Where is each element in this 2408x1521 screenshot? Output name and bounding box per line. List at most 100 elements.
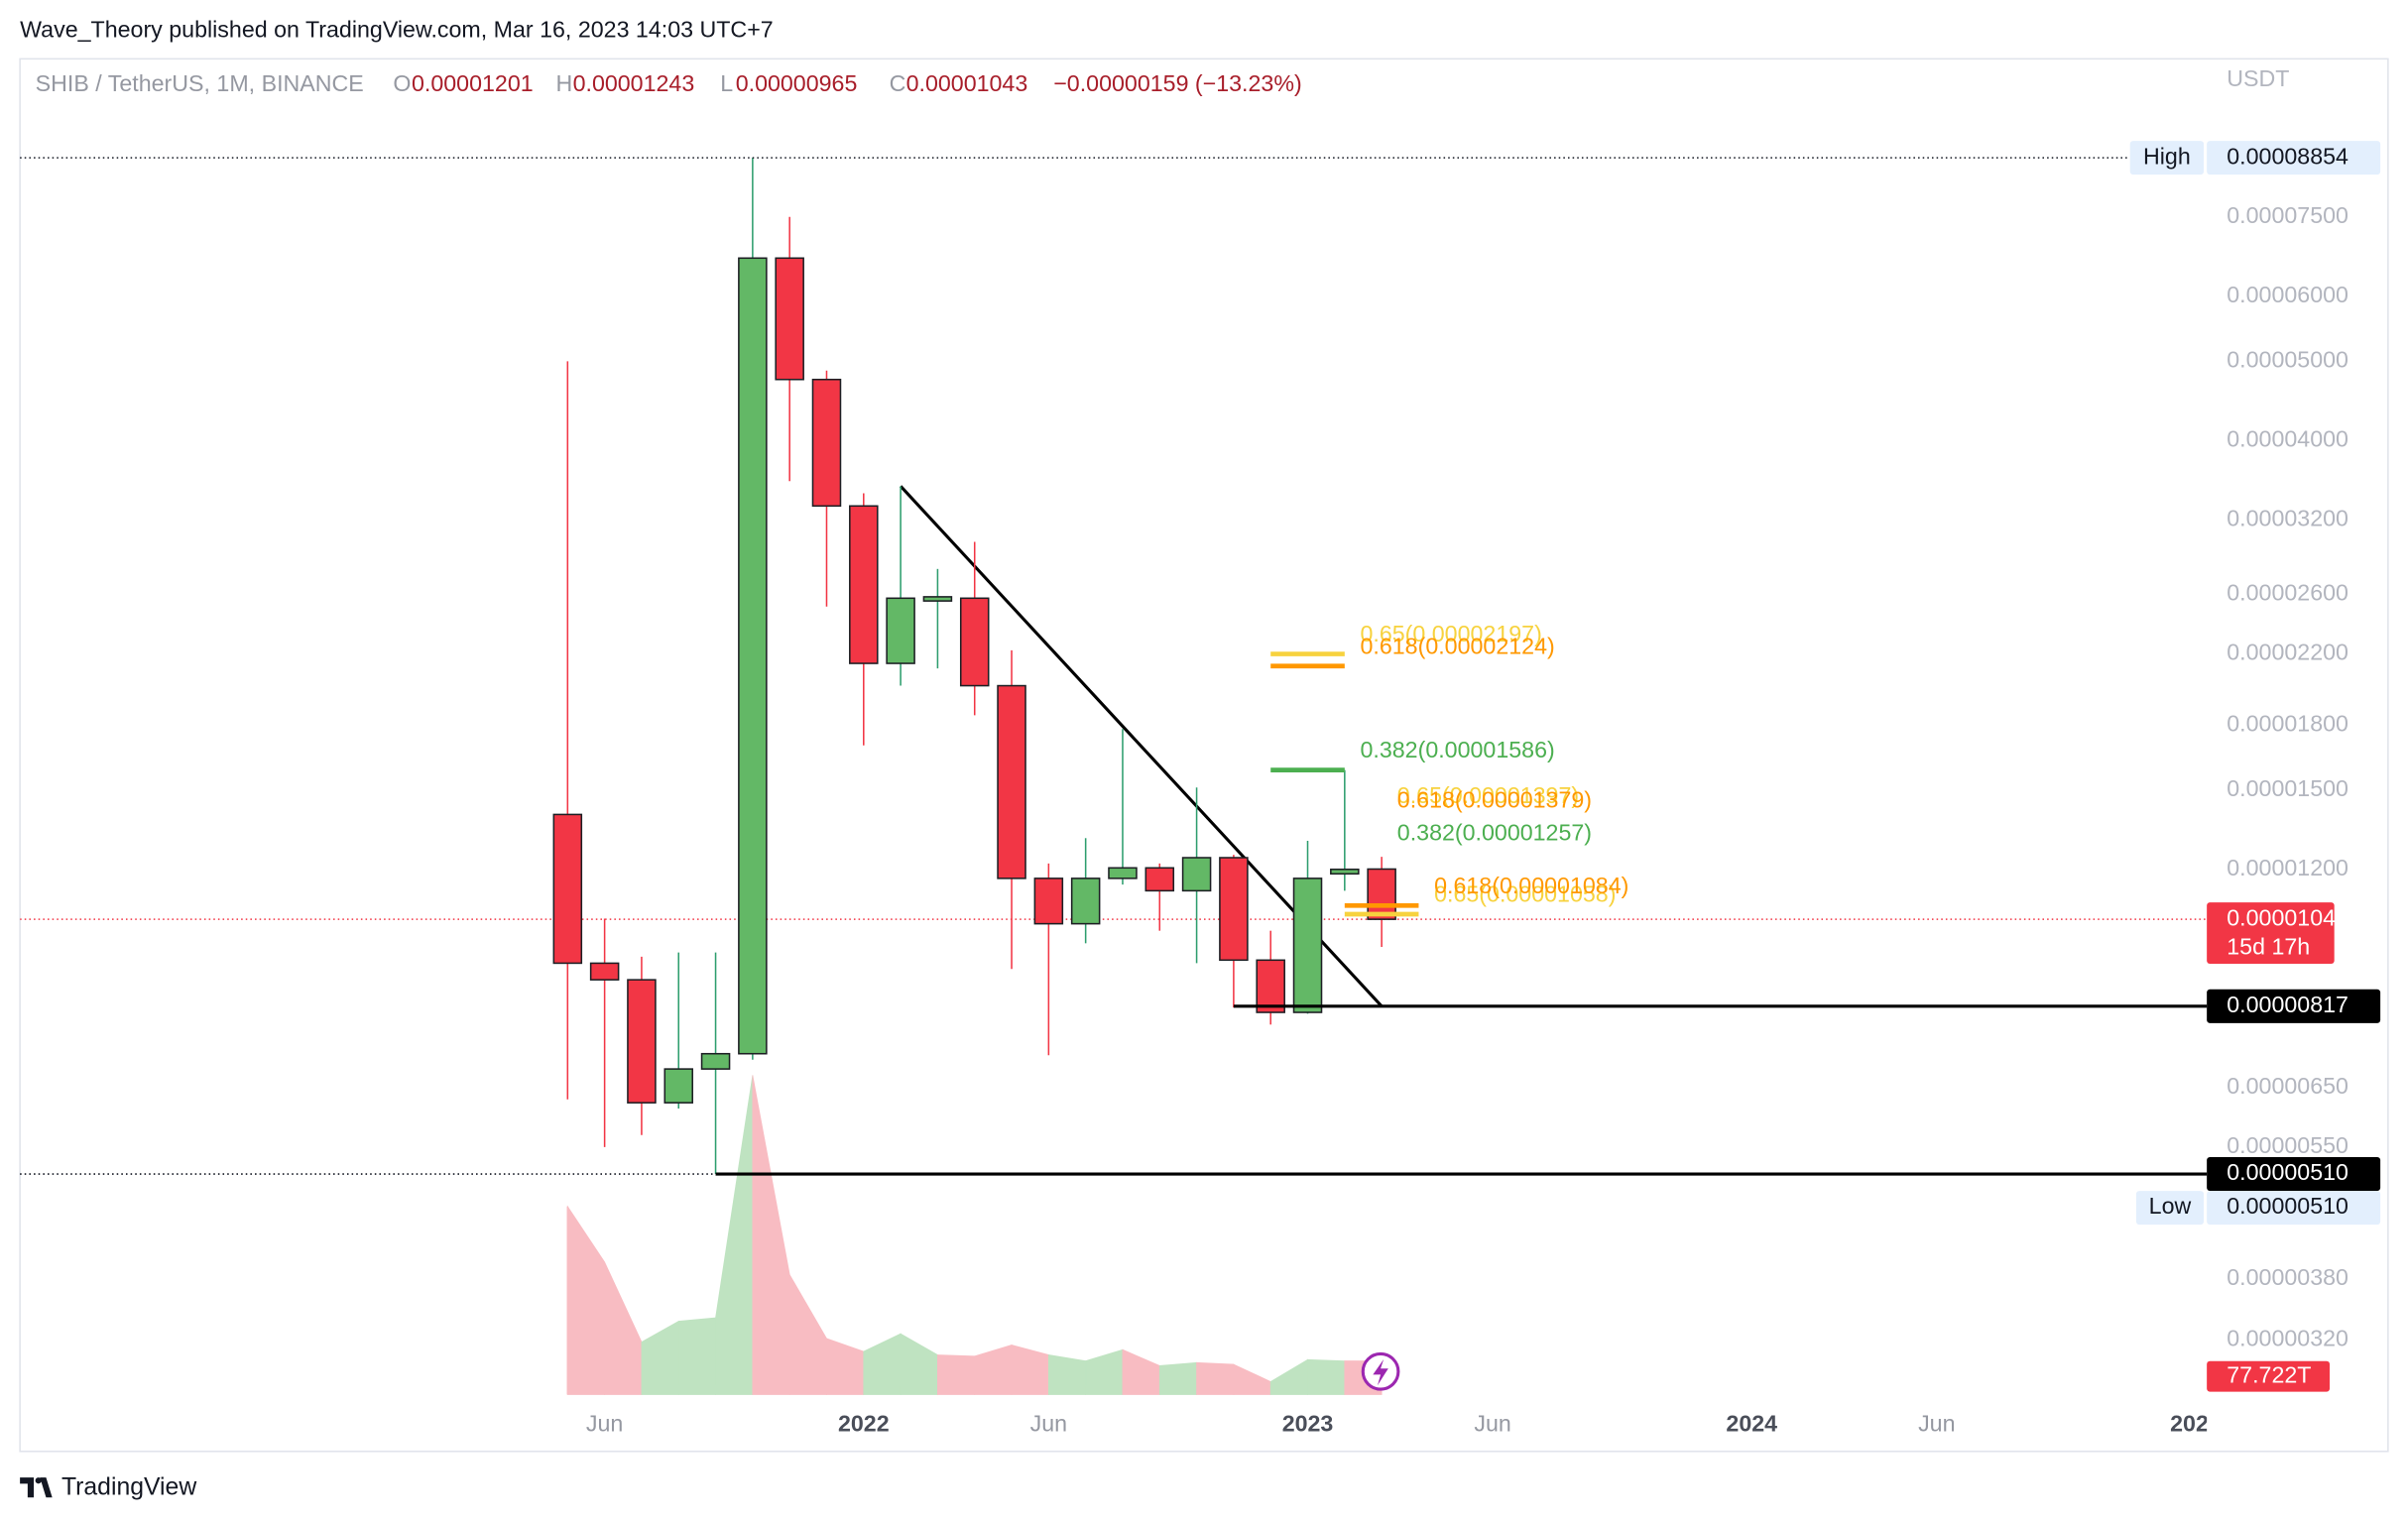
high-value-tag [2207, 141, 2381, 176]
brand: TradingView [61, 1474, 196, 1501]
candle-body [1033, 878, 1064, 925]
fib-label: 0.382(0.00001586) [1360, 737, 1554, 762]
fib-label: 0.65(0.00001397) [1397, 782, 1579, 808]
volume-area [715, 1075, 754, 1395]
volume-area [1233, 1363, 1271, 1395]
candle-body [1292, 878, 1323, 1013]
candle-body [997, 684, 1026, 879]
volume-area [1158, 1361, 1197, 1395]
volume-area [1085, 1348, 1124, 1395]
low-tag-text: Low [2149, 1193, 2192, 1219]
ohlc-value: 0.00001043 [906, 70, 1028, 96]
fib-label: 0.618(0.00001084) [1434, 873, 1628, 898]
volume-area [900, 1333, 938, 1395]
low-value: 0.00000510 [2227, 1193, 2348, 1219]
volume-area [1269, 1358, 1308, 1395]
x-tick-label: 2023 [1282, 1411, 1334, 1437]
volume-area [1047, 1354, 1087, 1395]
change: −0.00000159 (−13.23%) [1053, 70, 1301, 96]
brand-logo [20, 1477, 53, 1498]
volume-area [641, 1320, 679, 1395]
candle-body [1219, 857, 1249, 962]
countdown: 15d 17h [2227, 934, 2310, 960]
x-tick-label: Jun [586, 1411, 623, 1437]
replay-icon [1361, 1351, 1400, 1391]
x-tick-label: 2025 [2170, 1411, 2222, 1437]
y-tick-label: 0.00003200 [2227, 506, 2348, 531]
volume-area [677, 1317, 716, 1395]
ohlc-key: C [890, 70, 906, 96]
volume-area [566, 1205, 606, 1395]
ohlc-value: 0.00000965 [736, 70, 858, 96]
candle-body [1367, 868, 1396, 920]
high-tag [2129, 141, 2205, 176]
y-tick-label: 0.00001500 [2227, 775, 2348, 801]
volume-area [604, 1261, 643, 1395]
volume-area [1122, 1348, 1160, 1395]
candle-body [959, 597, 990, 687]
volume-area [1196, 1361, 1235, 1395]
y-tick-label: 0.00000550 [2227, 1132, 2348, 1158]
ohlc-value: 0.00001243 [573, 70, 695, 96]
high-value: 0.00008854 [2227, 143, 2348, 169]
y-tick-label: 0.00001200 [2227, 855, 2348, 880]
x-axis: Jun 2022 Jun 2023 Jun 2024 Jun 2025 [586, 1411, 2222, 1437]
candle-body [627, 979, 657, 1104]
volume-area [937, 1354, 976, 1395]
candle-body [1144, 867, 1175, 892]
ohlc-key: O [393, 70, 411, 96]
fib-label: 0.65(0.00001058) [1434, 881, 1616, 907]
volume-area [1011, 1344, 1049, 1395]
candle-body [775, 257, 804, 381]
volume-area [863, 1333, 902, 1395]
low-value-tag [2207, 1191, 2381, 1226]
y-tick-label: 0.00006000 [2227, 282, 2348, 307]
volume-area [826, 1338, 865, 1395]
level-tag [2207, 1157, 2381, 1192]
x-tick-label: 2024 [1726, 1411, 1777, 1437]
volume-area [752, 1075, 790, 1395]
candle-body [922, 596, 953, 602]
candle-body [738, 257, 768, 1055]
candle-body [1181, 857, 1212, 892]
ohlc-value: 0.00001201 [412, 70, 534, 96]
y-tick-label: 0.00002200 [2227, 639, 2348, 664]
candle-body [552, 813, 583, 965]
price-tag [2207, 902, 2335, 965]
volume-area [1307, 1358, 1346, 1395]
volume-area [974, 1344, 1013, 1395]
volume-area [788, 1273, 827, 1395]
y-tick-label: 0.00004000 [2227, 426, 2348, 452]
level-value: 0.00000817 [2227, 992, 2348, 1017]
candle-body [849, 505, 879, 664]
y-tick-label: 0.00007500 [2227, 202, 2348, 228]
x-tick-label: Jun [1918, 1411, 1955, 1437]
y-tick-label: 0.00000380 [2227, 1264, 2348, 1290]
candle-body [1070, 878, 1101, 925]
fib-label: 0.618(0.00001379) [1397, 786, 1592, 812]
x-tick-label: Jun [1474, 1411, 1510, 1437]
currency: USDT [2227, 65, 2289, 91]
high-tag-text: High [2143, 143, 2191, 169]
level-value: 0.00000510 [2227, 1159, 2348, 1185]
chart-frame [19, 58, 2389, 1453]
fib-label: 0.618(0.00002124) [1360, 633, 1554, 658]
x-tick-label: Jun [1030, 1411, 1067, 1437]
candle-body [663, 1068, 694, 1104]
ohlc-key: H [556, 70, 573, 96]
candle-body [1330, 869, 1360, 876]
candle-body [1108, 867, 1138, 879]
low-tag [2135, 1191, 2205, 1226]
y-tick-label: 0.00005000 [2227, 346, 2348, 372]
y-tick-label: 0.00002600 [2227, 579, 2348, 605]
fib-label: 0.382(0.00001257) [1397, 820, 1592, 846]
volume-value: 77.722T [2227, 1361, 2311, 1387]
y-tick-label: 0.00001800 [2227, 710, 2348, 736]
y-tick-label: 0.00000320 [2227, 1326, 2348, 1351]
candle-body [1256, 959, 1285, 1013]
y-tick-label: 0.00000650 [2227, 1073, 2348, 1099]
symbol: SHIB / TetherUS, 1M, BINANCE [36, 70, 364, 96]
candle-body [589, 962, 620, 981]
level-tag [2207, 989, 2381, 1023]
